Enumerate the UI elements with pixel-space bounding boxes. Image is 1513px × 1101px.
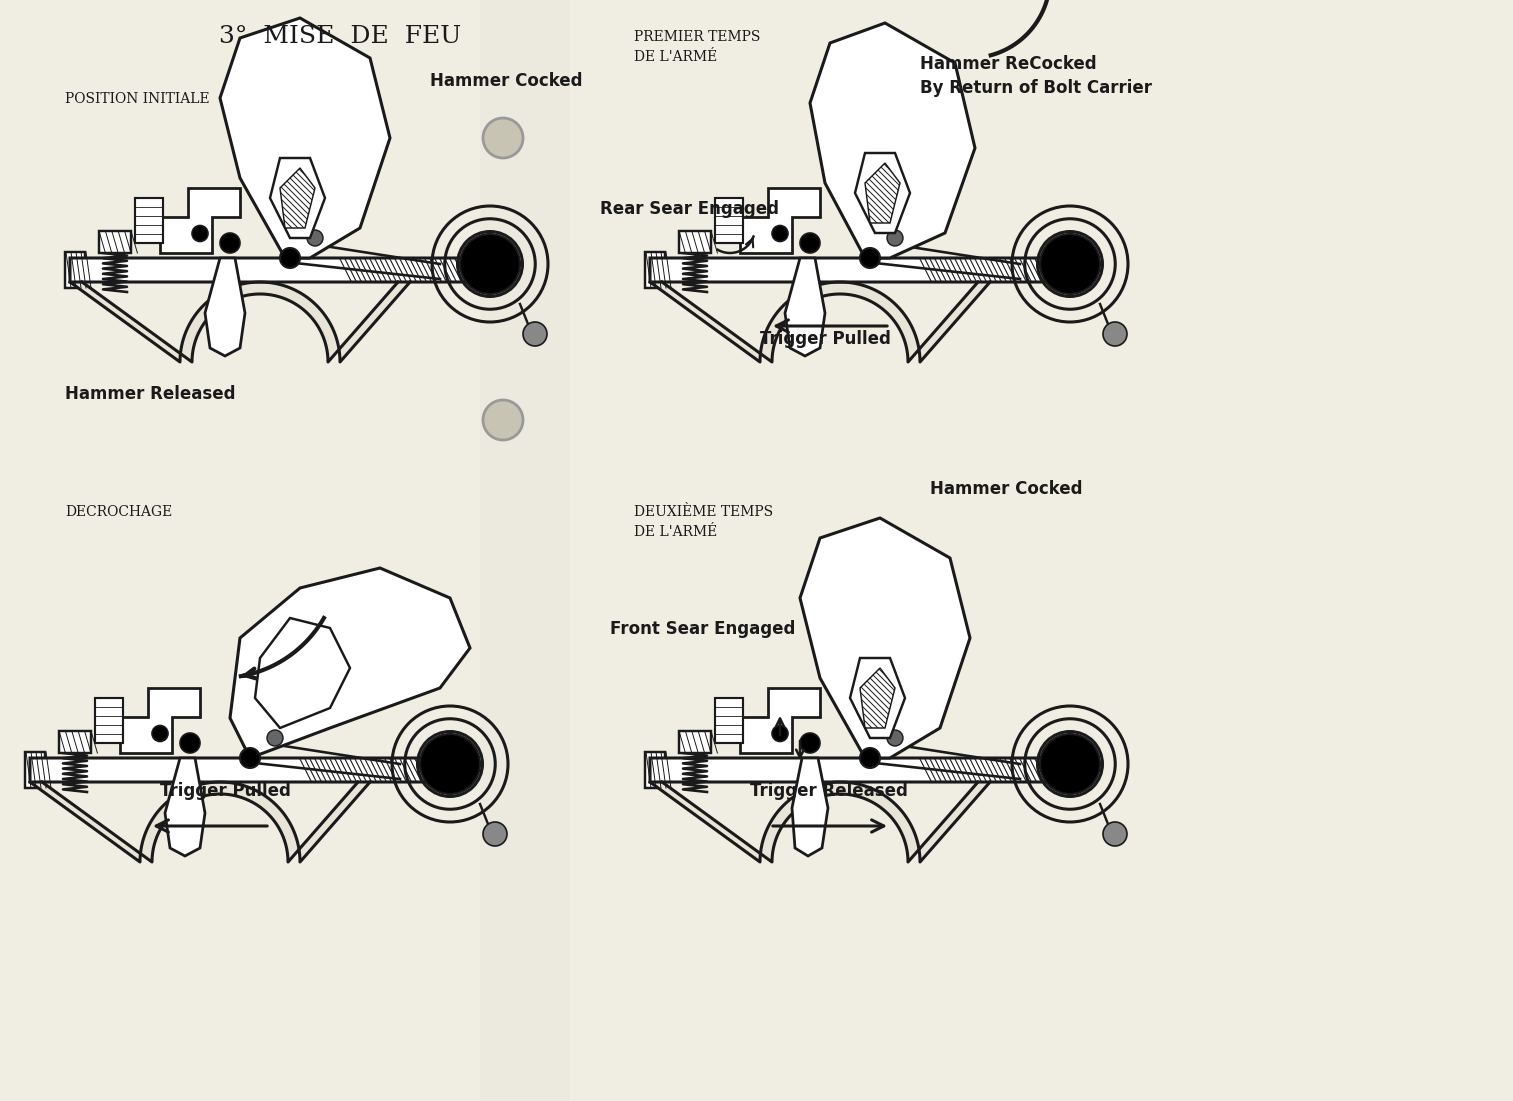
Text: Trigger Released: Trigger Released <box>750 782 908 800</box>
Circle shape <box>772 726 788 741</box>
Polygon shape <box>280 168 315 228</box>
Polygon shape <box>785 258 825 356</box>
Circle shape <box>1103 822 1127 846</box>
Polygon shape <box>716 198 743 243</box>
Bar <box>480 0 570 1101</box>
Polygon shape <box>740 188 820 253</box>
Polygon shape <box>865 163 900 224</box>
Circle shape <box>1103 321 1127 346</box>
Polygon shape <box>165 757 204 855</box>
Polygon shape <box>95 698 123 743</box>
Polygon shape <box>65 252 85 288</box>
Bar <box>98 231 132 253</box>
Circle shape <box>800 233 820 253</box>
Bar <box>679 231 711 253</box>
Polygon shape <box>280 168 315 228</box>
Circle shape <box>219 233 241 253</box>
Polygon shape <box>855 153 909 233</box>
Polygon shape <box>645 752 666 788</box>
Circle shape <box>859 748 881 768</box>
Polygon shape <box>651 782 990 862</box>
Circle shape <box>483 822 507 846</box>
Circle shape <box>280 248 300 268</box>
Polygon shape <box>135 198 163 243</box>
Text: POSITION INITIALE: POSITION INITIALE <box>65 92 210 106</box>
Polygon shape <box>120 688 200 753</box>
Circle shape <box>192 226 207 241</box>
Polygon shape <box>70 258 520 282</box>
Text: DECROCHAGE: DECROCHAGE <box>65 505 172 519</box>
Polygon shape <box>716 698 743 743</box>
Polygon shape <box>160 188 241 253</box>
Circle shape <box>1039 235 1100 294</box>
Text: Front Sear Engaged: Front Sear Engaged <box>610 620 796 637</box>
Polygon shape <box>30 757 480 782</box>
Polygon shape <box>740 688 820 753</box>
Polygon shape <box>230 568 471 757</box>
Polygon shape <box>26 752 45 788</box>
Text: Rear Sear Engaged: Rear Sear Engaged <box>601 200 779 218</box>
Polygon shape <box>651 757 1100 782</box>
Circle shape <box>887 230 903 246</box>
Circle shape <box>887 730 903 746</box>
Bar <box>59 731 91 753</box>
Polygon shape <box>256 618 350 728</box>
Polygon shape <box>850 658 905 738</box>
Polygon shape <box>30 782 371 862</box>
Circle shape <box>241 748 260 768</box>
Circle shape <box>772 226 788 241</box>
Polygon shape <box>651 258 1100 282</box>
Polygon shape <box>859 668 896 728</box>
Text: Hammer Cocked: Hammer Cocked <box>930 480 1082 498</box>
Circle shape <box>421 734 480 794</box>
Polygon shape <box>791 757 828 855</box>
Text: Trigger Pulled: Trigger Pulled <box>760 330 891 348</box>
Bar <box>679 731 711 753</box>
Circle shape <box>523 321 548 346</box>
Text: DE L'ARMÉ: DE L'ARMÉ <box>634 50 717 64</box>
Circle shape <box>180 733 200 753</box>
Circle shape <box>151 726 168 741</box>
Polygon shape <box>269 159 325 238</box>
Text: PREMIER TEMPS: PREMIER TEMPS <box>634 30 761 44</box>
Circle shape <box>266 730 283 746</box>
Polygon shape <box>219 18 390 258</box>
Polygon shape <box>865 163 900 224</box>
Polygon shape <box>651 282 990 362</box>
Polygon shape <box>645 252 666 288</box>
Text: DEUXIÈME TEMPS: DEUXIÈME TEMPS <box>634 505 773 519</box>
Polygon shape <box>204 258 245 356</box>
Polygon shape <box>70 282 410 362</box>
Circle shape <box>307 230 322 246</box>
Circle shape <box>460 235 520 294</box>
Circle shape <box>1039 734 1100 794</box>
Polygon shape <box>809 23 974 258</box>
Text: DE L'ARMÉ: DE L'ARMÉ <box>634 525 717 539</box>
Circle shape <box>859 248 881 268</box>
Text: Hammer Cocked: Hammer Cocked <box>430 72 583 90</box>
Text: 3°  MISE  DE  FEU: 3° MISE DE FEU <box>219 25 461 48</box>
Text: Hammer ReCocked
By Return of Bolt Carrier: Hammer ReCocked By Return of Bolt Carrie… <box>920 55 1151 97</box>
Circle shape <box>483 400 523 440</box>
Text: Trigger Pulled: Trigger Pulled <box>160 782 290 800</box>
Circle shape <box>800 733 820 753</box>
Circle shape <box>483 118 523 159</box>
Polygon shape <box>859 668 896 728</box>
Text: Hammer Released: Hammer Released <box>65 385 236 403</box>
Polygon shape <box>800 517 970 757</box>
